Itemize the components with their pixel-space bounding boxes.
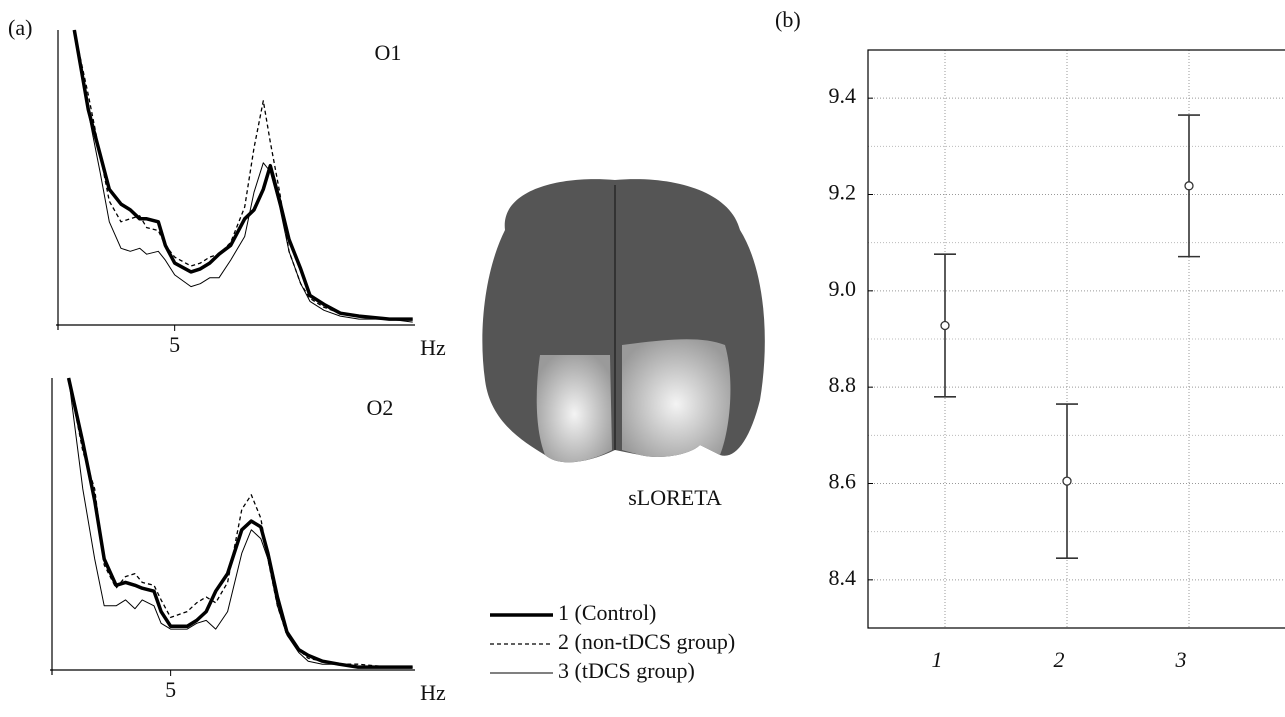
legend-label: 2 (non-tDCS group) — [558, 629, 735, 654]
spectrum-line — [68, 377, 413, 668]
spectrum-line — [73, 29, 413, 320]
x-axis-label: Hz — [420, 680, 446, 705]
plot-frame — [867, 49, 1285, 629]
brain-image — [482, 179, 765, 463]
y-tick-label: 9.2 — [829, 180, 857, 205]
spectrum-line — [66, 377, 413, 669]
mean-point — [940, 320, 950, 331]
mean-point — [1184, 181, 1194, 191]
spectrum-line — [72, 29, 413, 321]
y-tick-label: 9.4 — [829, 83, 857, 108]
x-tick-label: 3 — [1175, 647, 1187, 672]
legend-label: 3 (tDCS group) — [558, 658, 695, 683]
x-axis-label: Hz — [420, 335, 446, 360]
x-tick-label: 5 — [165, 677, 176, 702]
x-tick-label: 5 — [169, 332, 180, 357]
spectrum-line — [73, 29, 413, 323]
x-tick-label: 2 — [1054, 647, 1065, 672]
y-tick-label: 8.4 — [829, 565, 857, 590]
legend-label: 1 (Control) — [558, 600, 656, 625]
chart-title: O1 — [375, 40, 402, 65]
mean-point — [1062, 476, 1072, 486]
panel-label: (a) — [8, 15, 32, 40]
chart-title: O2 — [367, 395, 394, 420]
x-tick-label: 1 — [932, 647, 943, 672]
image-caption: sLORETA — [628, 485, 722, 510]
panel-label: (b) — [775, 7, 801, 32]
y-tick-label: 8.6 — [829, 469, 857, 494]
y-tick-label: 8.8 — [829, 372, 857, 397]
y-tick-label: 9.0 — [829, 276, 857, 301]
spectrum-line — [67, 377, 413, 668]
